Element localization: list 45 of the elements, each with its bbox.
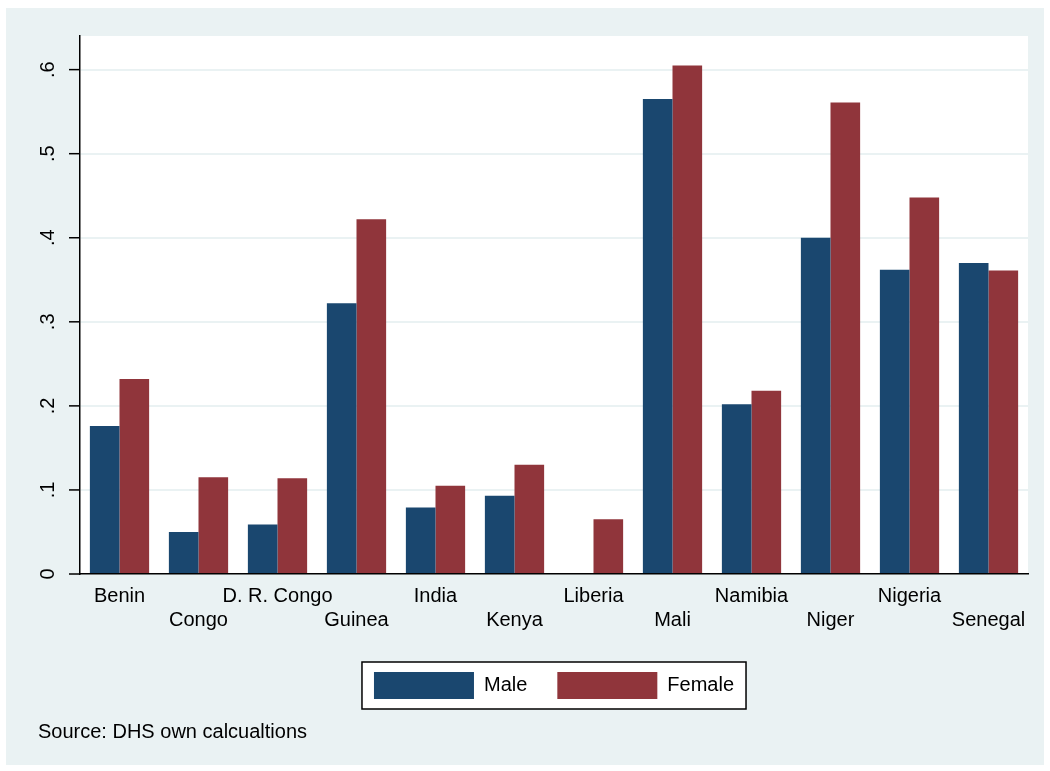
bar: [514, 464, 545, 573]
bar: [800, 237, 831, 573]
bar: [326, 303, 357, 573]
bar: [988, 270, 1019, 573]
bar: [909, 197, 940, 573]
x-tick-label: Namibia: [714, 583, 790, 606]
bar: [721, 404, 752, 573]
source-note: Source: DHS own calcualtions: [38, 719, 308, 742]
bar: [672, 65, 703, 573]
bar: [168, 531, 199, 573]
x-tick-label: Nigeria: [877, 583, 943, 606]
bar: [593, 519, 624, 573]
x-tick-label: Senegal: [951, 607, 1026, 630]
bar: [277, 478, 308, 573]
y-tick-label: .2: [35, 397, 58, 415]
bar: [642, 99, 673, 573]
x-tick-label: Niger: [806, 607, 855, 630]
y-tick-label: .5: [35, 145, 58, 163]
x-tick-label: Mali: [654, 607, 691, 630]
legend-label: Female: [667, 673, 735, 696]
bar: [435, 485, 466, 573]
y-tick-label: .6: [35, 61, 58, 78]
x-tick-label: Benin: [93, 583, 146, 606]
x-tick-label: India: [413, 583, 459, 606]
y-tick-label: .1: [35, 481, 58, 499]
x-tick-label: Congo: [169, 607, 228, 630]
bar: [247, 524, 278, 573]
bar: [879, 269, 910, 573]
bar: [484, 495, 515, 573]
y-tick-label: .3: [35, 313, 58, 331]
legend-label: Male: [483, 673, 528, 696]
bar: [405, 507, 436, 573]
y-tick-label: .4: [35, 229, 58, 247]
bar: [958, 262, 989, 573]
bar: [751, 390, 782, 573]
x-tick-label: Liberia: [563, 583, 625, 606]
x-tick-label: D. R. Congo: [222, 583, 333, 606]
bar: [119, 378, 150, 573]
x-tick-label: Kenya: [486, 607, 544, 630]
bar: [830, 102, 861, 573]
x-tick-label: Guinea: [324, 607, 390, 630]
bar: [356, 219, 387, 573]
bar: [198, 477, 229, 573]
y-tick-label: 0: [35, 568, 58, 580]
bar: [89, 426, 120, 573]
